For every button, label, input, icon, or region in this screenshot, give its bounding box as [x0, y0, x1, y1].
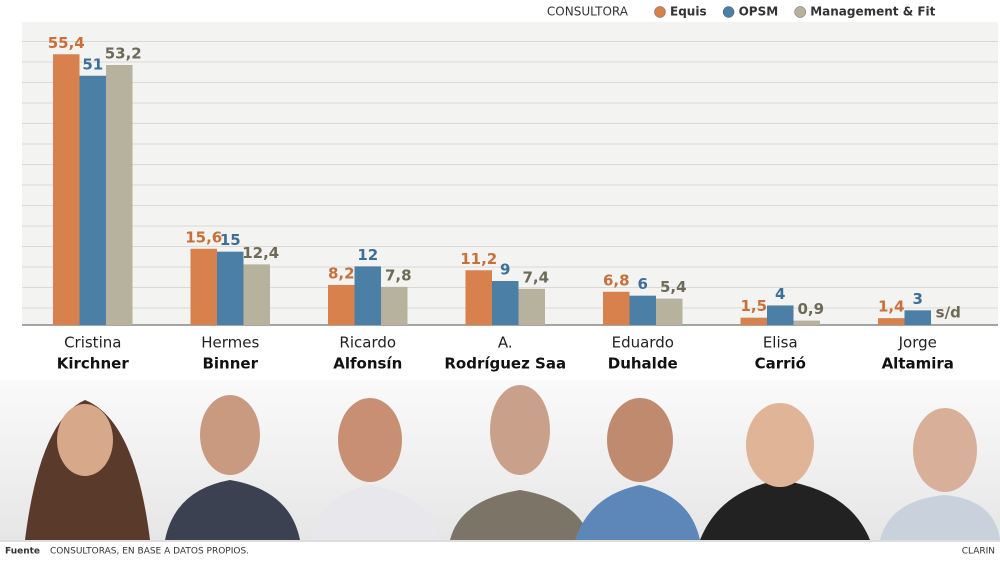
x-tick-label: Ricardo: [339, 334, 396, 352]
bar: [381, 286, 408, 325]
photo: [700, 403, 870, 540]
bar: [740, 317, 767, 325]
legend-swatch: [794, 6, 806, 18]
value-label: 1,5: [740, 297, 767, 315]
bar: [767, 305, 794, 325]
bar: [190, 248, 217, 325]
photo: [25, 400, 150, 540]
value-label: 12: [357, 246, 378, 264]
value-label: 6,8: [603, 271, 630, 289]
value-label: 1,4: [878, 298, 905, 316]
bar: [603, 291, 630, 325]
x-tick-label: Jorge: [898, 334, 937, 352]
legend-swatch: [722, 6, 735, 18]
x-tick-label: Carrió: [755, 355, 806, 373]
photo: [575, 398, 700, 540]
photo: [310, 398, 440, 540]
value-label: 11,2: [460, 250, 497, 268]
plot-area: [22, 22, 998, 325]
value-label: 51: [82, 55, 103, 73]
value-label: 7,4: [522, 268, 549, 286]
value-label: 9: [500, 261, 510, 279]
bar: [243, 264, 270, 325]
legend-label: OPSM: [739, 5, 779, 19]
bar: [217, 251, 244, 325]
x-tick-label: Duhalde: [608, 355, 678, 373]
bar: [656, 298, 683, 325]
photos: [25, 385, 1000, 540]
x-tick-label: Eduardo: [612, 334, 674, 352]
value-label: s/d: [936, 304, 961, 322]
value-label: 12,4: [242, 244, 279, 262]
x-tick-label: Hermes: [201, 334, 259, 352]
photo: [450, 385, 590, 540]
value-label: 0,9: [797, 300, 824, 318]
legend-label: Equis: [670, 5, 707, 19]
bar: [518, 288, 545, 325]
photo: [165, 395, 300, 540]
x-tick-label: Binner: [202, 355, 258, 373]
photo: [880, 408, 1000, 540]
bar: [106, 65, 133, 325]
x-tick-label: Elisa: [763, 334, 798, 352]
value-label: 55,4: [48, 34, 85, 52]
value-label: 6: [638, 275, 648, 293]
bar: [79, 75, 106, 326]
x-tick-label: Altamira: [882, 355, 954, 373]
legend-title: CONSULTORA: [547, 5, 629, 19]
bar: [492, 281, 519, 325]
bar: [465, 270, 492, 325]
source: CONSULTORAS, EN BASE A DATOS PROPIOS.: [50, 547, 249, 557]
value-label: 8,2: [328, 264, 355, 282]
value-label: 53,2: [105, 45, 142, 63]
bar: [354, 266, 381, 325]
x-tick-label: A.: [498, 334, 513, 352]
legend-swatch: [654, 6, 666, 18]
bar: [793, 320, 820, 325]
x-tick-label: Alfonsín: [333, 355, 402, 373]
x-tick-label: Rodríguez Saa: [444, 355, 566, 373]
bar: [53, 54, 80, 326]
value-label: 3: [913, 290, 923, 308]
bar: [629, 295, 656, 325]
bar: [904, 310, 931, 325]
x-tick-label: Cristina: [64, 334, 121, 352]
x-tick-label: Kirchner: [57, 355, 130, 373]
bar: [878, 318, 905, 325]
value-label: 15: [220, 231, 241, 249]
value-label: 5,4: [660, 278, 687, 296]
source-label: Fuente: [5, 547, 40, 557]
value-label: 7,8: [385, 266, 412, 284]
bar: [328, 284, 355, 325]
credit: CLARIN: [962, 547, 995, 557]
value-label: 15,6: [185, 228, 222, 246]
value-label: 4: [775, 285, 785, 303]
legend-label: Management & Fit: [810, 5, 935, 19]
